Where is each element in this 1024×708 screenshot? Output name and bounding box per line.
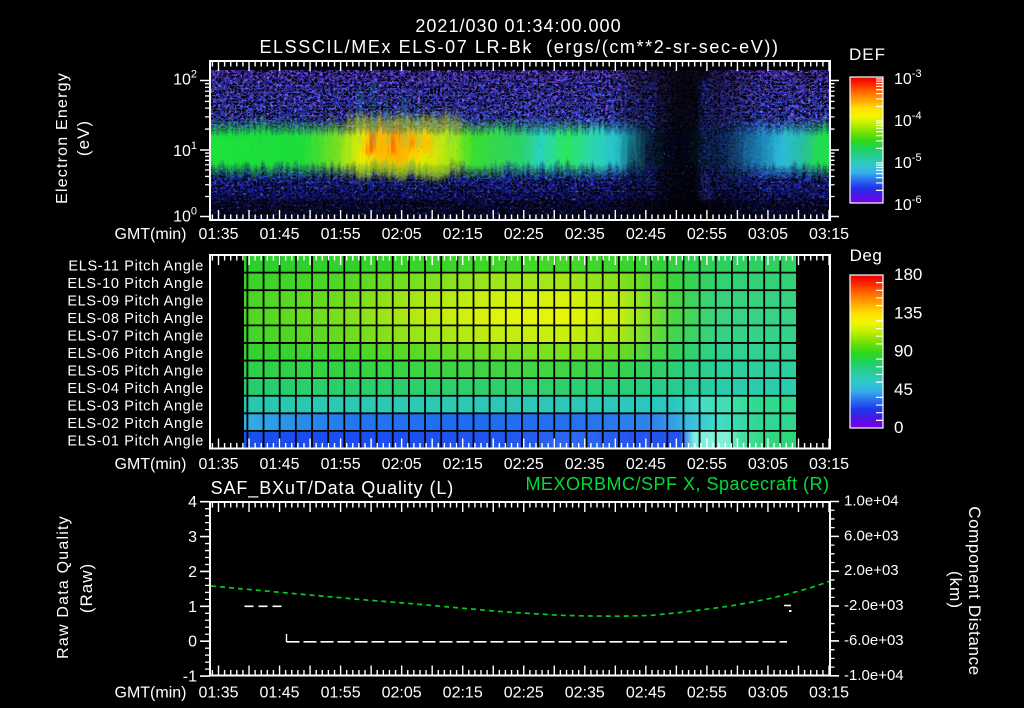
svg-text:ELSSCIL/MEx ELS-07 LR-Bk (erg: ELSSCIL/MEx ELS-07 LR-Bk (ergs/(cm**2-sr… [259, 37, 779, 57]
svg-text:Component Distance: Component Distance [965, 506, 984, 676]
svg-text:02:35: 02:35 [565, 456, 605, 473]
svg-text:01:55: 01:55 [321, 685, 361, 702]
svg-text:02:55: 02:55 [687, 685, 727, 702]
svg-text:90: 90 [894, 342, 913, 361]
svg-text:-1: -1 [183, 669, 197, 686]
svg-text:01:35: 01:35 [198, 456, 238, 473]
svg-text:02:25: 02:25 [504, 456, 544, 473]
svg-text:2: 2 [188, 564, 197, 581]
svg-text:02:05: 02:05 [382, 456, 422, 473]
svg-text:02:55: 02:55 [687, 226, 727, 243]
svg-text:(km): (km) [946, 571, 965, 609]
svg-text:02:55: 02:55 [687, 456, 727, 473]
svg-text:Electron Energy: Electron Energy [54, 72, 71, 204]
svg-text:ELS-01 Pitch Angle: ELS-01 Pitch Angle [67, 434, 204, 450]
svg-text:01:55: 01:55 [321, 456, 361, 473]
svg-text:ELS-07 Pitch Angle: ELS-07 Pitch Angle [67, 328, 204, 344]
svg-text:01:45: 01:45 [260, 226, 300, 243]
svg-text:180: 180 [894, 265, 922, 284]
svg-text:01:45: 01:45 [260, 456, 300, 473]
svg-text:Deg: Deg [850, 246, 883, 265]
svg-text:02:25: 02:25 [504, 685, 544, 702]
svg-text:03:15: 03:15 [809, 685, 849, 702]
svg-text:02:45: 02:45 [626, 685, 666, 702]
svg-text:02:15: 02:15 [443, 456, 483, 473]
svg-text:SAF_BXuT/Data Quality (L): SAF_BXuT/Data Quality (L) [211, 478, 455, 499]
svg-text:135: 135 [894, 303, 922, 322]
svg-text:1: 1 [188, 599, 197, 616]
svg-text:ELS-08 Pitch Angle: ELS-08 Pitch Angle [67, 311, 204, 327]
svg-text:ELS-02 Pitch Angle: ELS-02 Pitch Angle [67, 416, 204, 432]
svg-text:0: 0 [894, 418, 903, 437]
svg-text:02:45: 02:45 [626, 226, 666, 243]
svg-text:ELS-04 Pitch Angle: ELS-04 Pitch Angle [67, 381, 204, 397]
svg-text:02:05: 02:05 [382, 226, 422, 243]
svg-text:ELS-09 Pitch Angle: ELS-09 Pitch Angle [67, 293, 204, 309]
svg-text:1.0e+04: 1.0e+04 [844, 493, 899, 510]
svg-text:6.0e+03: 6.0e+03 [844, 527, 899, 544]
svg-text:01:55: 01:55 [321, 226, 361, 243]
svg-text:GMT(min): GMT(min) [115, 226, 187, 243]
svg-text:ELS-10 Pitch Angle: ELS-10 Pitch Angle [67, 276, 204, 292]
svg-text:02:15: 02:15 [443, 226, 483, 243]
svg-text:03:05: 03:05 [748, 456, 788, 473]
svg-text:(eV): (eV) [74, 120, 93, 156]
svg-text:02:45: 02:45 [626, 456, 666, 473]
svg-text:(Raw): (Raw) [77, 563, 96, 613]
svg-text:2021/030 01:34:00.000: 2021/030 01:34:00.000 [415, 16, 621, 36]
svg-text:-6.0e+03: -6.0e+03 [844, 632, 904, 649]
svg-text:02:35: 02:35 [565, 685, 605, 702]
svg-text:01:45: 01:45 [260, 685, 300, 702]
svg-text:01:35: 01:35 [198, 685, 238, 702]
svg-text:-1.0e+04: -1.0e+04 [844, 667, 904, 684]
svg-text:2.0e+03: 2.0e+03 [844, 562, 899, 579]
svg-text:02:25: 02:25 [504, 226, 544, 243]
svg-text:02:15: 02:15 [443, 685, 483, 702]
svg-text:GMT(min): GMT(min) [115, 685, 187, 702]
svg-text:03:15: 03:15 [809, 226, 849, 243]
svg-text:-2.0e+03: -2.0e+03 [844, 597, 904, 614]
svg-text:03:05: 03:05 [748, 685, 788, 702]
svg-text:45: 45 [894, 380, 913, 399]
svg-text:ELS-11 Pitch Angle: ELS-11 Pitch Angle [68, 258, 204, 274]
svg-text:ELS-03 Pitch Angle: ELS-03 Pitch Angle [67, 399, 204, 415]
svg-text:01:35: 01:35 [198, 226, 238, 243]
svg-text:DEF: DEF [849, 45, 886, 64]
svg-text:03:15: 03:15 [809, 456, 849, 473]
svg-text:0: 0 [188, 634, 197, 651]
svg-text:02:35: 02:35 [565, 226, 605, 243]
svg-text:03:05: 03:05 [748, 226, 788, 243]
svg-text:Raw Data Quality: Raw Data Quality [55, 515, 72, 659]
svg-text:02:05: 02:05 [382, 685, 422, 702]
svg-text:GMT(min): GMT(min) [115, 456, 187, 473]
svg-text:ELS-05 Pitch Angle: ELS-05 Pitch Angle [67, 363, 204, 379]
svg-text:MEXORBMC/SPF X, Spacecraft (R): MEXORBMC/SPF X, Spacecraft (R) [525, 474, 829, 494]
svg-text:ELS-06 Pitch Angle: ELS-06 Pitch Angle [67, 346, 204, 362]
svg-text:4: 4 [188, 494, 197, 511]
svg-text:3: 3 [188, 529, 197, 546]
